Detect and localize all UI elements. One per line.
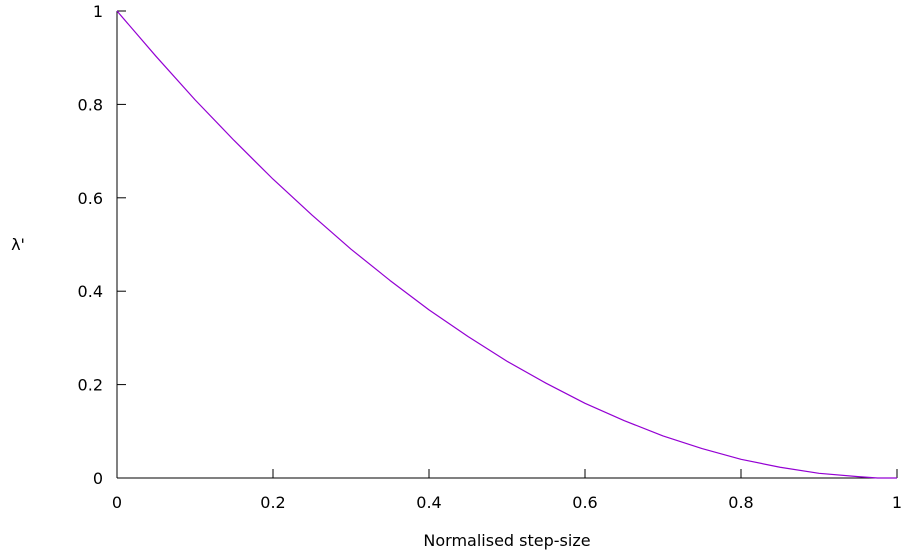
series [116, 10, 897, 479]
y-tick-label: 0 [93, 469, 103, 488]
x-tick-label: 0.6 [572, 493, 597, 512]
y-tick-label: 0.8 [78, 95, 103, 114]
x-tick-label: 0.4 [416, 493, 441, 512]
axes [116, 11, 897, 479]
y-tick-label: 0.4 [78, 282, 103, 301]
x-tick-label: 0.8 [728, 493, 753, 512]
x-axis-label: Normalised step-size [423, 531, 590, 550]
series-line-0 [116, 10, 897, 479]
y-tick-label: 0.2 [78, 376, 103, 395]
x-tick-label: 1 [892, 493, 902, 512]
ticks: 0 0.2 0.4 0.6 0.8 1 0 0.2 0.4 0.6 0.8 1 [78, 2, 903, 512]
y-tick-label: 0.6 [78, 189, 103, 208]
y-tick-label: 1 [93, 2, 103, 21]
x-tick-label: 0 [112, 493, 122, 512]
x-tick-label: 0.2 [260, 493, 285, 512]
y-axis-label: λ' [11, 235, 25, 254]
